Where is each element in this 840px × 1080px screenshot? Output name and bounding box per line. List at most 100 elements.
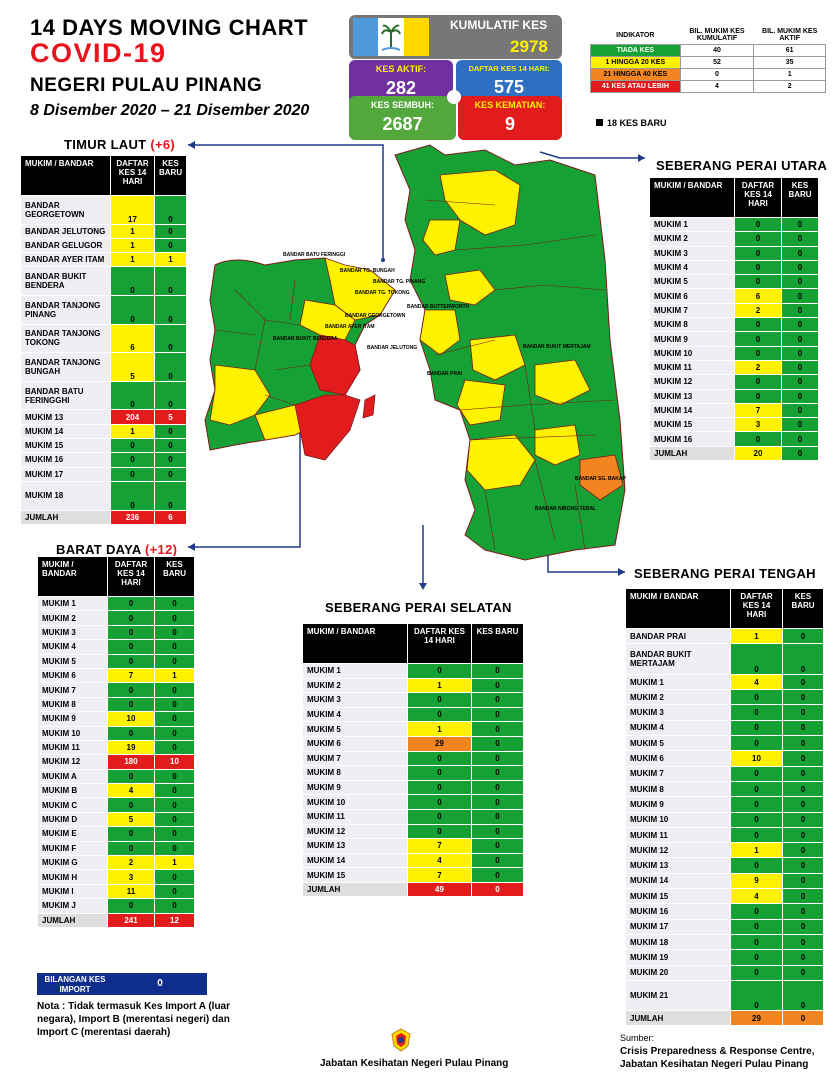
table-row: MUKIM 16 0 0 bbox=[20, 452, 187, 468]
kes-baru-value: 0 bbox=[782, 627, 824, 645]
mukim-name: BANDAR TANJONG PINANG bbox=[20, 295, 111, 325]
mukim-name: MUKIM 9 bbox=[649, 331, 735, 347]
table-row: MUKIM 11 2 0 bbox=[649, 359, 819, 376]
daftar-kes-value: 0 bbox=[734, 388, 782, 404]
daftar-kes-value: 17 bbox=[110, 195, 155, 225]
table-spt: MUKIM / BANDAR DAFTAR KES 14 HARI KES BARU… bbox=[625, 588, 824, 1026]
daftar-kes-value: 10 bbox=[730, 750, 783, 767]
timur-laut-delta: (+6) bbox=[150, 137, 176, 152]
table-row: MUKIM 12 1 0 bbox=[625, 842, 824, 859]
kes-baru-value: 0 bbox=[154, 466, 187, 482]
table-row: MUKIM 18 0 0 bbox=[625, 933, 824, 951]
kes-baru-value: 0 bbox=[471, 692, 524, 708]
mukim-name: MUKIM 10 bbox=[625, 811, 731, 828]
summary-divider-circle bbox=[447, 90, 461, 104]
column-header: KES BARU bbox=[154, 155, 187, 196]
kes-baru-value: 1 bbox=[154, 855, 195, 871]
mukim-name: MUKIM I bbox=[37, 883, 108, 900]
daftar-kes-value: 0 bbox=[407, 823, 472, 840]
mukim-name: MUKIM 3 bbox=[37, 624, 108, 641]
column-header: DAFTAR KES 14 HARI bbox=[730, 588, 783, 629]
map-label-georgetown: BANDAR GEORGETOWN bbox=[345, 313, 406, 319]
kes-baru-value: 0 bbox=[154, 811, 195, 828]
section-title-barat-daya: BARAT DAYA (+12) bbox=[56, 542, 177, 557]
table-row: MUKIM 6 29 0 bbox=[302, 735, 524, 752]
mukim-name: MUKIM 8 bbox=[302, 765, 408, 781]
mukim-name: MUKIM 9 bbox=[625, 796, 731, 813]
kes-baru-value: 1 bbox=[154, 252, 187, 268]
kes-baru-value: 0 bbox=[154, 840, 195, 857]
column-header: DAFTAR KES 14 HARI bbox=[107, 556, 155, 597]
total-baru: 0 bbox=[471, 881, 524, 898]
map-label-ayer-itam: BANDAR AYER ITAM bbox=[325, 324, 375, 330]
section-title-sps: SEBERANG PERAI SELATAN bbox=[325, 600, 512, 615]
kes-baru-value: 0 bbox=[471, 838, 524, 854]
source-label: Sumber: bbox=[620, 1033, 655, 1043]
total-row: JUMLAH 20 0 bbox=[649, 445, 819, 462]
kes-kematian-box: KES KEMATIAN: 9 bbox=[458, 96, 562, 140]
daftar-kes-value: 0 bbox=[110, 480, 155, 511]
daftar-kes-value: 3 bbox=[107, 869, 155, 885]
kes-baru-value: 0 bbox=[154, 195, 187, 225]
table-row: MUKIM 13 0 0 bbox=[625, 857, 824, 874]
daftar-kes-value: 0 bbox=[730, 765, 783, 782]
daftar-kes-value: 2 bbox=[734, 359, 782, 376]
kes-baru-value: 0 bbox=[781, 245, 819, 261]
table-row: MUKIM 14 7 0 bbox=[649, 402, 819, 419]
kes-aktif-label: KES AKTIF: bbox=[375, 64, 427, 74]
daftar-kes-value: 0 bbox=[730, 857, 783, 874]
mukim-name: MUKIM 8 bbox=[649, 317, 735, 333]
daftar-kes-value: 1 bbox=[110, 252, 155, 268]
table-row: MUKIM 12 180 10 bbox=[37, 754, 195, 770]
daftar-kes-value: 1 bbox=[110, 237, 155, 254]
mukim-name: BANDAR PRAI bbox=[625, 627, 731, 645]
daftar-kes-value: 0 bbox=[107, 797, 155, 813]
daftar-kes-value: 0 bbox=[734, 431, 782, 447]
daftar-kes-value: 0 bbox=[107, 653, 155, 669]
kes-baru-value: 0 bbox=[781, 302, 819, 319]
kes-baru-value: 0 bbox=[154, 295, 187, 325]
map-label-jelutong: BANDAR JELUTONG bbox=[367, 345, 417, 351]
kes-sembuh-label: KES SEMBUH: bbox=[370, 100, 434, 110]
kes-baru-value: 0 bbox=[154, 352, 187, 382]
daftar-kes-value: 0 bbox=[730, 826, 783, 844]
daftar-kes-value: 0 bbox=[107, 624, 155, 641]
date-range: 8 Disember 2020 – 21 Disember 2020 bbox=[30, 102, 310, 119]
total-label: JUMLAH bbox=[649, 445, 735, 462]
indicator-label: 21 HINGGA 40 KES bbox=[590, 68, 681, 81]
department-name: Jabatan Kesihatan Negeri Pulau Pinang bbox=[320, 1058, 509, 1069]
kes-baru-value: 0 bbox=[154, 480, 187, 511]
mukim-name: BANDAR BUKIT BENDERA bbox=[20, 266, 111, 297]
kes-baru-value: 0 bbox=[154, 898, 195, 914]
mukim-name: MUKIM 1 bbox=[625, 673, 731, 691]
total-daftar: 29 bbox=[730, 1010, 783, 1026]
pulau-jerejak bbox=[362, 394, 376, 419]
total-daftar: 241 bbox=[107, 912, 155, 928]
kes-baru-value: 0 bbox=[154, 682, 195, 698]
table-barat-daya: MUKIM / BANDAR DAFTAR KES 14 HARI KES BARU… bbox=[37, 556, 195, 928]
chart-title-covid: COVID-19 bbox=[30, 38, 167, 68]
indicator-row: 41 KES ATAU LEBIH 4 2 bbox=[590, 80, 826, 93]
kes-sembuh-value: 2687 bbox=[382, 114, 423, 134]
daftar-kes-value: 0 bbox=[110, 452, 155, 468]
spt-yellow-d bbox=[456, 379, 506, 426]
sps-yellow-b bbox=[534, 424, 581, 466]
table-row: MUKIM 16 0 0 bbox=[625, 903, 824, 920]
kes-baru-value: 0 bbox=[782, 719, 824, 737]
table-header-row: MUKIM / BANDAR DAFTAR KES 14 HARI KES BARU bbox=[649, 177, 819, 218]
map-label-butterworth: BANDAR BUTTERWORTH bbox=[407, 304, 470, 310]
kes-baru-value: 0 bbox=[781, 216, 819, 233]
mukim-name: MUKIM 15 bbox=[625, 888, 731, 905]
mukim-name: MUKIM 11 bbox=[625, 826, 731, 844]
spt-yellow-b bbox=[469, 334, 526, 381]
